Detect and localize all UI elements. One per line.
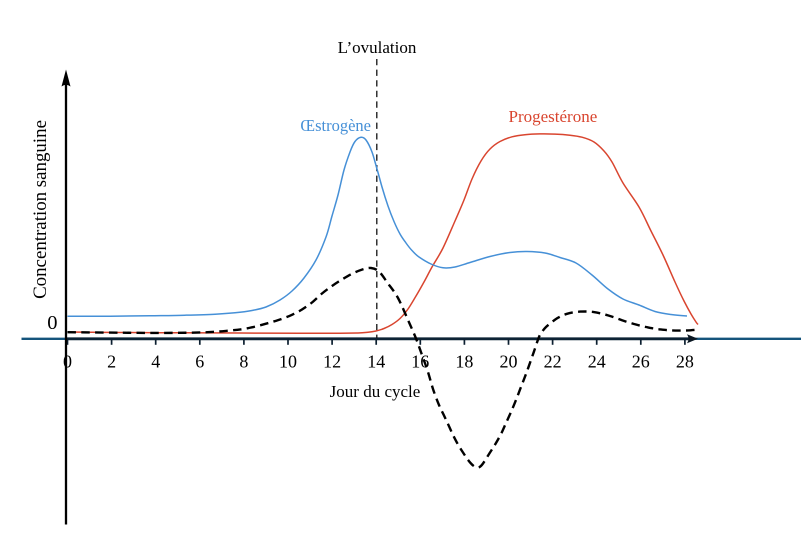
svg-text:8: 8 (239, 352, 248, 372)
svg-text:18: 18 (455, 352, 473, 372)
svg-text:Progestérone: Progestérone (509, 107, 598, 126)
svg-text:Concentration sanguine: Concentration sanguine (30, 120, 51, 299)
svg-text:Œstrogène: Œstrogène (300, 116, 371, 135)
svg-text:20: 20 (500, 352, 518, 372)
svg-text:12: 12 (323, 352, 341, 372)
svg-text:2: 2 (107, 352, 116, 372)
svg-text:14: 14 (367, 352, 385, 372)
svg-text:10: 10 (279, 352, 297, 372)
svg-text:22: 22 (544, 352, 562, 372)
svg-text:L’ovulation: L’ovulation (338, 38, 417, 57)
svg-text:24: 24 (588, 352, 606, 372)
svg-text:6: 6 (195, 352, 204, 372)
svg-text:Jour du cycle: Jour du cycle (330, 382, 421, 401)
svg-text:0: 0 (63, 352, 72, 372)
svg-text:28: 28 (676, 352, 694, 372)
svg-text:0: 0 (47, 312, 57, 334)
svg-text:26: 26 (632, 352, 650, 372)
svg-text:4: 4 (151, 352, 160, 372)
svg-text:16: 16 (411, 352, 429, 372)
